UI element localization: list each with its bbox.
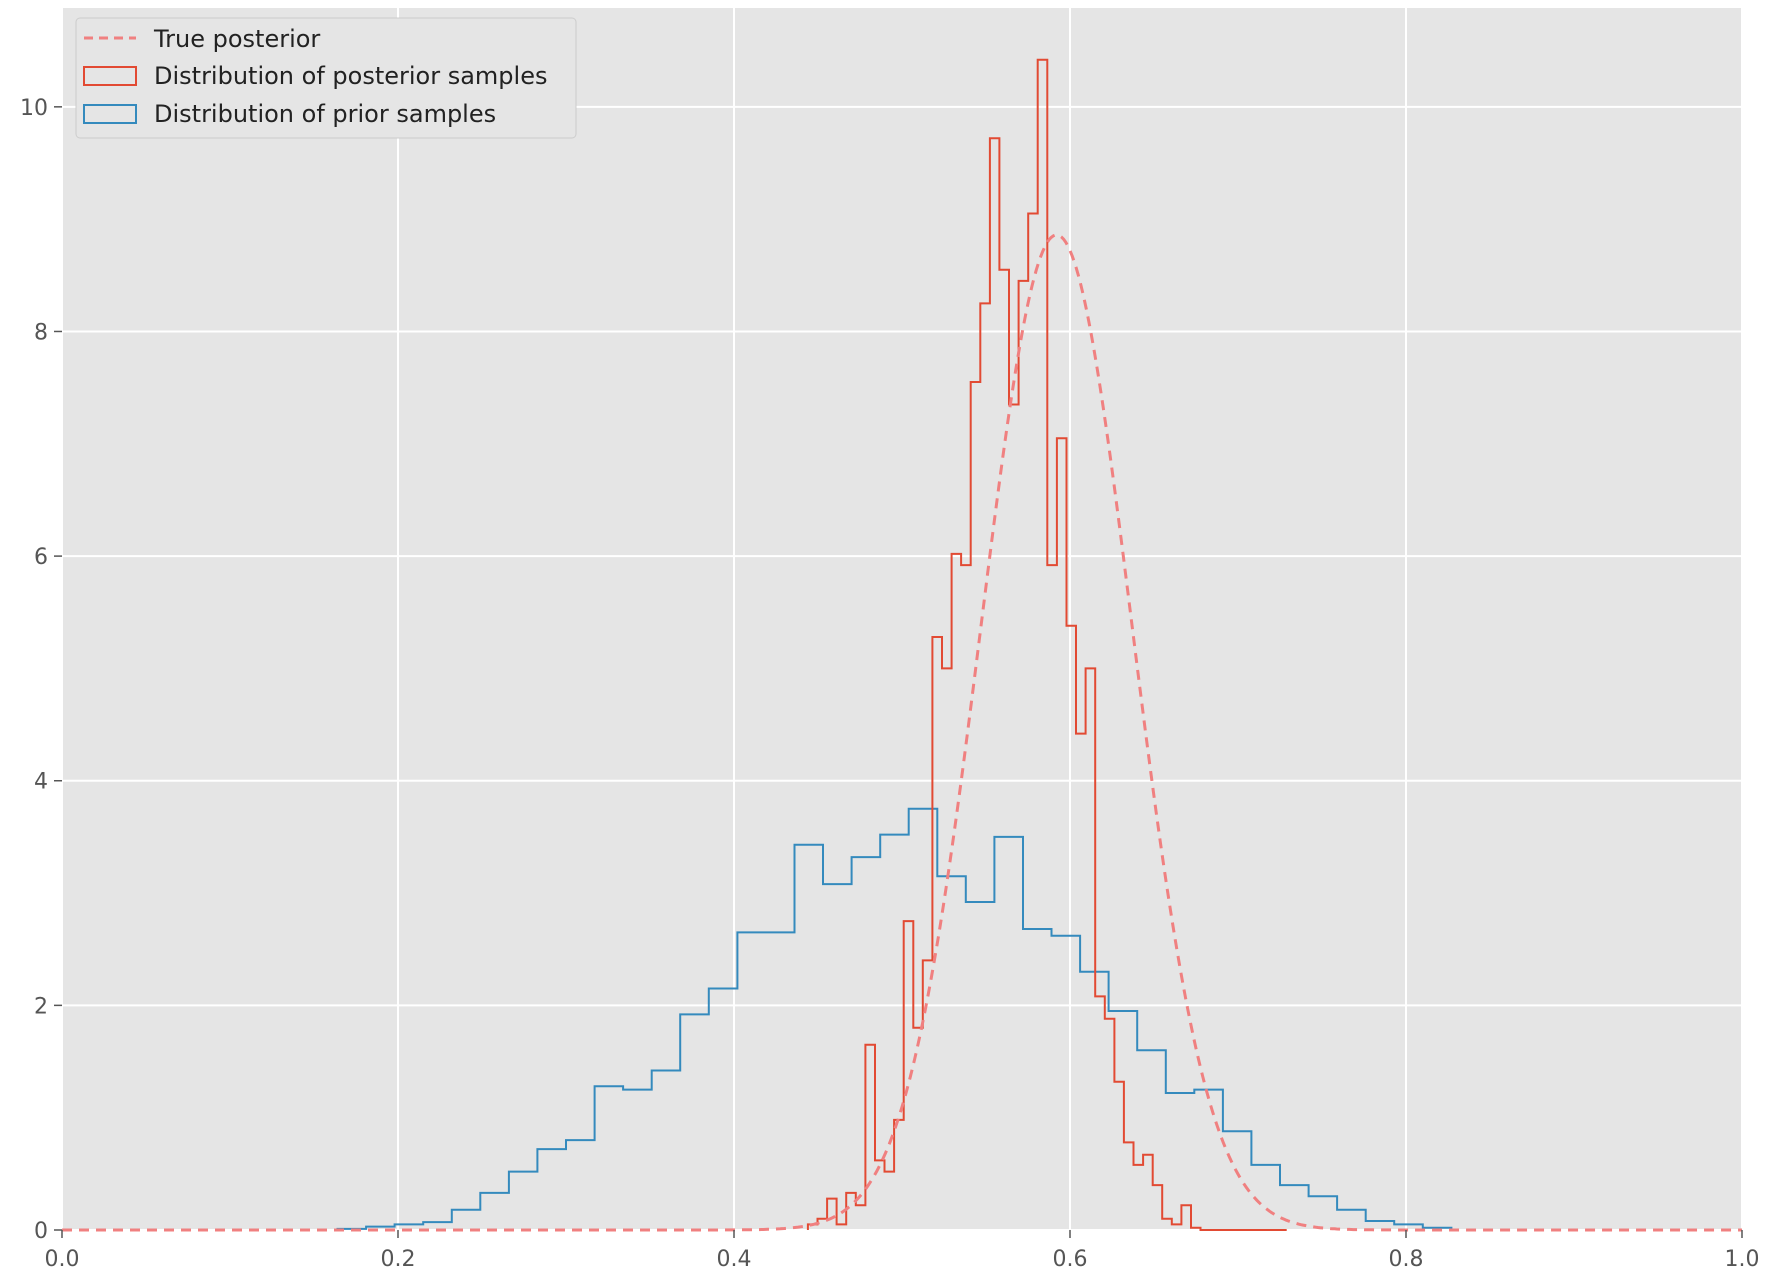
y-tick-label: 10: [20, 96, 48, 121]
y-tick-label: 8: [34, 320, 48, 345]
x-tick-label: 0.4: [717, 1247, 752, 1272]
y-tick-label: 4: [34, 770, 48, 795]
true-posterior-curve: [62, 233, 1742, 1232]
plot-background: [62, 8, 1742, 1230]
prior-samples-histogram: [336, 807, 1453, 1230]
x-tick-label: 0.2: [381, 1247, 416, 1272]
x-axis: 0.0 0.2 0.4 0.6 0.8 1.0: [45, 1230, 1760, 1272]
posterior-samples-histogram: [806, 58, 1287, 1231]
y-tick-label: 6: [34, 545, 48, 570]
legend-prior-samples-label: Distribution of prior samples: [154, 100, 496, 128]
legend-posterior-samples-label: Distribution of posterior samples: [154, 62, 547, 90]
x-tick-label: 1.0: [1725, 1247, 1760, 1272]
y-axis: 0 2 4 6 8 10: [20, 96, 62, 1244]
legend: True posterior Distribution of posterior…: [75, 17, 577, 139]
x-tick-label: 0.6: [1053, 1247, 1088, 1272]
legend-box: [75, 17, 577, 139]
legend-prior-samples-swatch: [83, 104, 137, 124]
series-layer: [62, 58, 1742, 1232]
legend-posterior-samples-swatch: [83, 66, 137, 86]
legend-true-posterior-label: True posterior: [153, 25, 320, 53]
y-tick-label: 2: [34, 994, 48, 1019]
y-tick-label: 0: [34, 1219, 48, 1244]
x-tick-label: 0.8: [1389, 1247, 1424, 1272]
x-tick-label: 0.0: [45, 1247, 80, 1272]
